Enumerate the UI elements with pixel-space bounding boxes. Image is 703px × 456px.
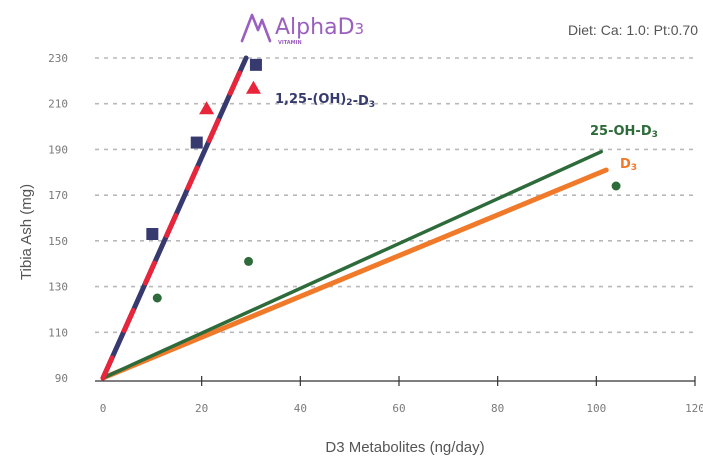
y-tick-label-230: 230 xyxy=(48,52,68,65)
point-triangle-1 xyxy=(245,80,261,94)
logo-mark-icon xyxy=(240,13,272,43)
axes: 90 110 130 150 170 190 210 230 0 20 40 60 80 100 120 xyxy=(48,52,703,415)
label-d3: D3 xyxy=(620,157,637,173)
point-triangle-0 xyxy=(199,101,215,115)
data-points xyxy=(146,58,621,303)
y-tick-label-90: 90 xyxy=(55,372,68,385)
point-circle-2 xyxy=(611,181,621,191)
y-axis-title: Tibia Ash (mg) xyxy=(18,184,35,280)
x-tick-label-0: 0 xyxy=(100,402,107,415)
y-tick-label-150: 150 xyxy=(48,235,68,248)
x-tick-label-40: 40 xyxy=(294,402,307,415)
y-tick-label-110: 110 xyxy=(48,326,68,339)
y-tick-label-190: 190 xyxy=(48,143,68,156)
logo-tagline: VITAMIN xyxy=(278,40,302,46)
diet-note: Diet: Ca: 1.0: Pt:0.70 xyxy=(568,22,698,38)
x-tick-label-60: 60 xyxy=(392,402,405,415)
trendlines xyxy=(100,55,609,381)
alphad3-logo: AlphaD3 VITAMIN xyxy=(240,13,364,46)
x-tick-label-120: 120 xyxy=(685,402,703,415)
x-tick-label-100: 100 xyxy=(586,402,606,415)
trendline-125-oh2-d3-red-dash xyxy=(100,55,249,381)
x-axis-title: D3 Metabolites (ng/day) xyxy=(325,439,484,456)
gridlines xyxy=(95,57,695,334)
point-square-0 xyxy=(146,228,159,240)
y-tick-label-130: 130 xyxy=(48,281,68,294)
point-circle-1 xyxy=(244,256,254,266)
label-25-oh-d3: 25-OH-D3 xyxy=(590,124,658,140)
y-tick-label-210: 210 xyxy=(48,98,68,111)
point-square-2 xyxy=(249,58,262,71)
logo-wordmark: AlphaD3 xyxy=(275,15,364,40)
y-tick-label-170: 170 xyxy=(48,189,68,202)
point-square-1 xyxy=(190,136,203,149)
point-circle-0 xyxy=(152,293,162,303)
trendline-d3-tail xyxy=(349,169,607,277)
x-tick-label-80: 80 xyxy=(491,402,504,415)
trendline-25-oh-d3 xyxy=(101,149,604,380)
series-labels: 1,25-(OH)2-D3 25-OH-D3 D3 xyxy=(275,92,658,173)
label-125-oh2-d3: 1,25-(OH)2-D3 xyxy=(275,92,375,110)
x-tick-label-20: 20 xyxy=(195,402,208,415)
